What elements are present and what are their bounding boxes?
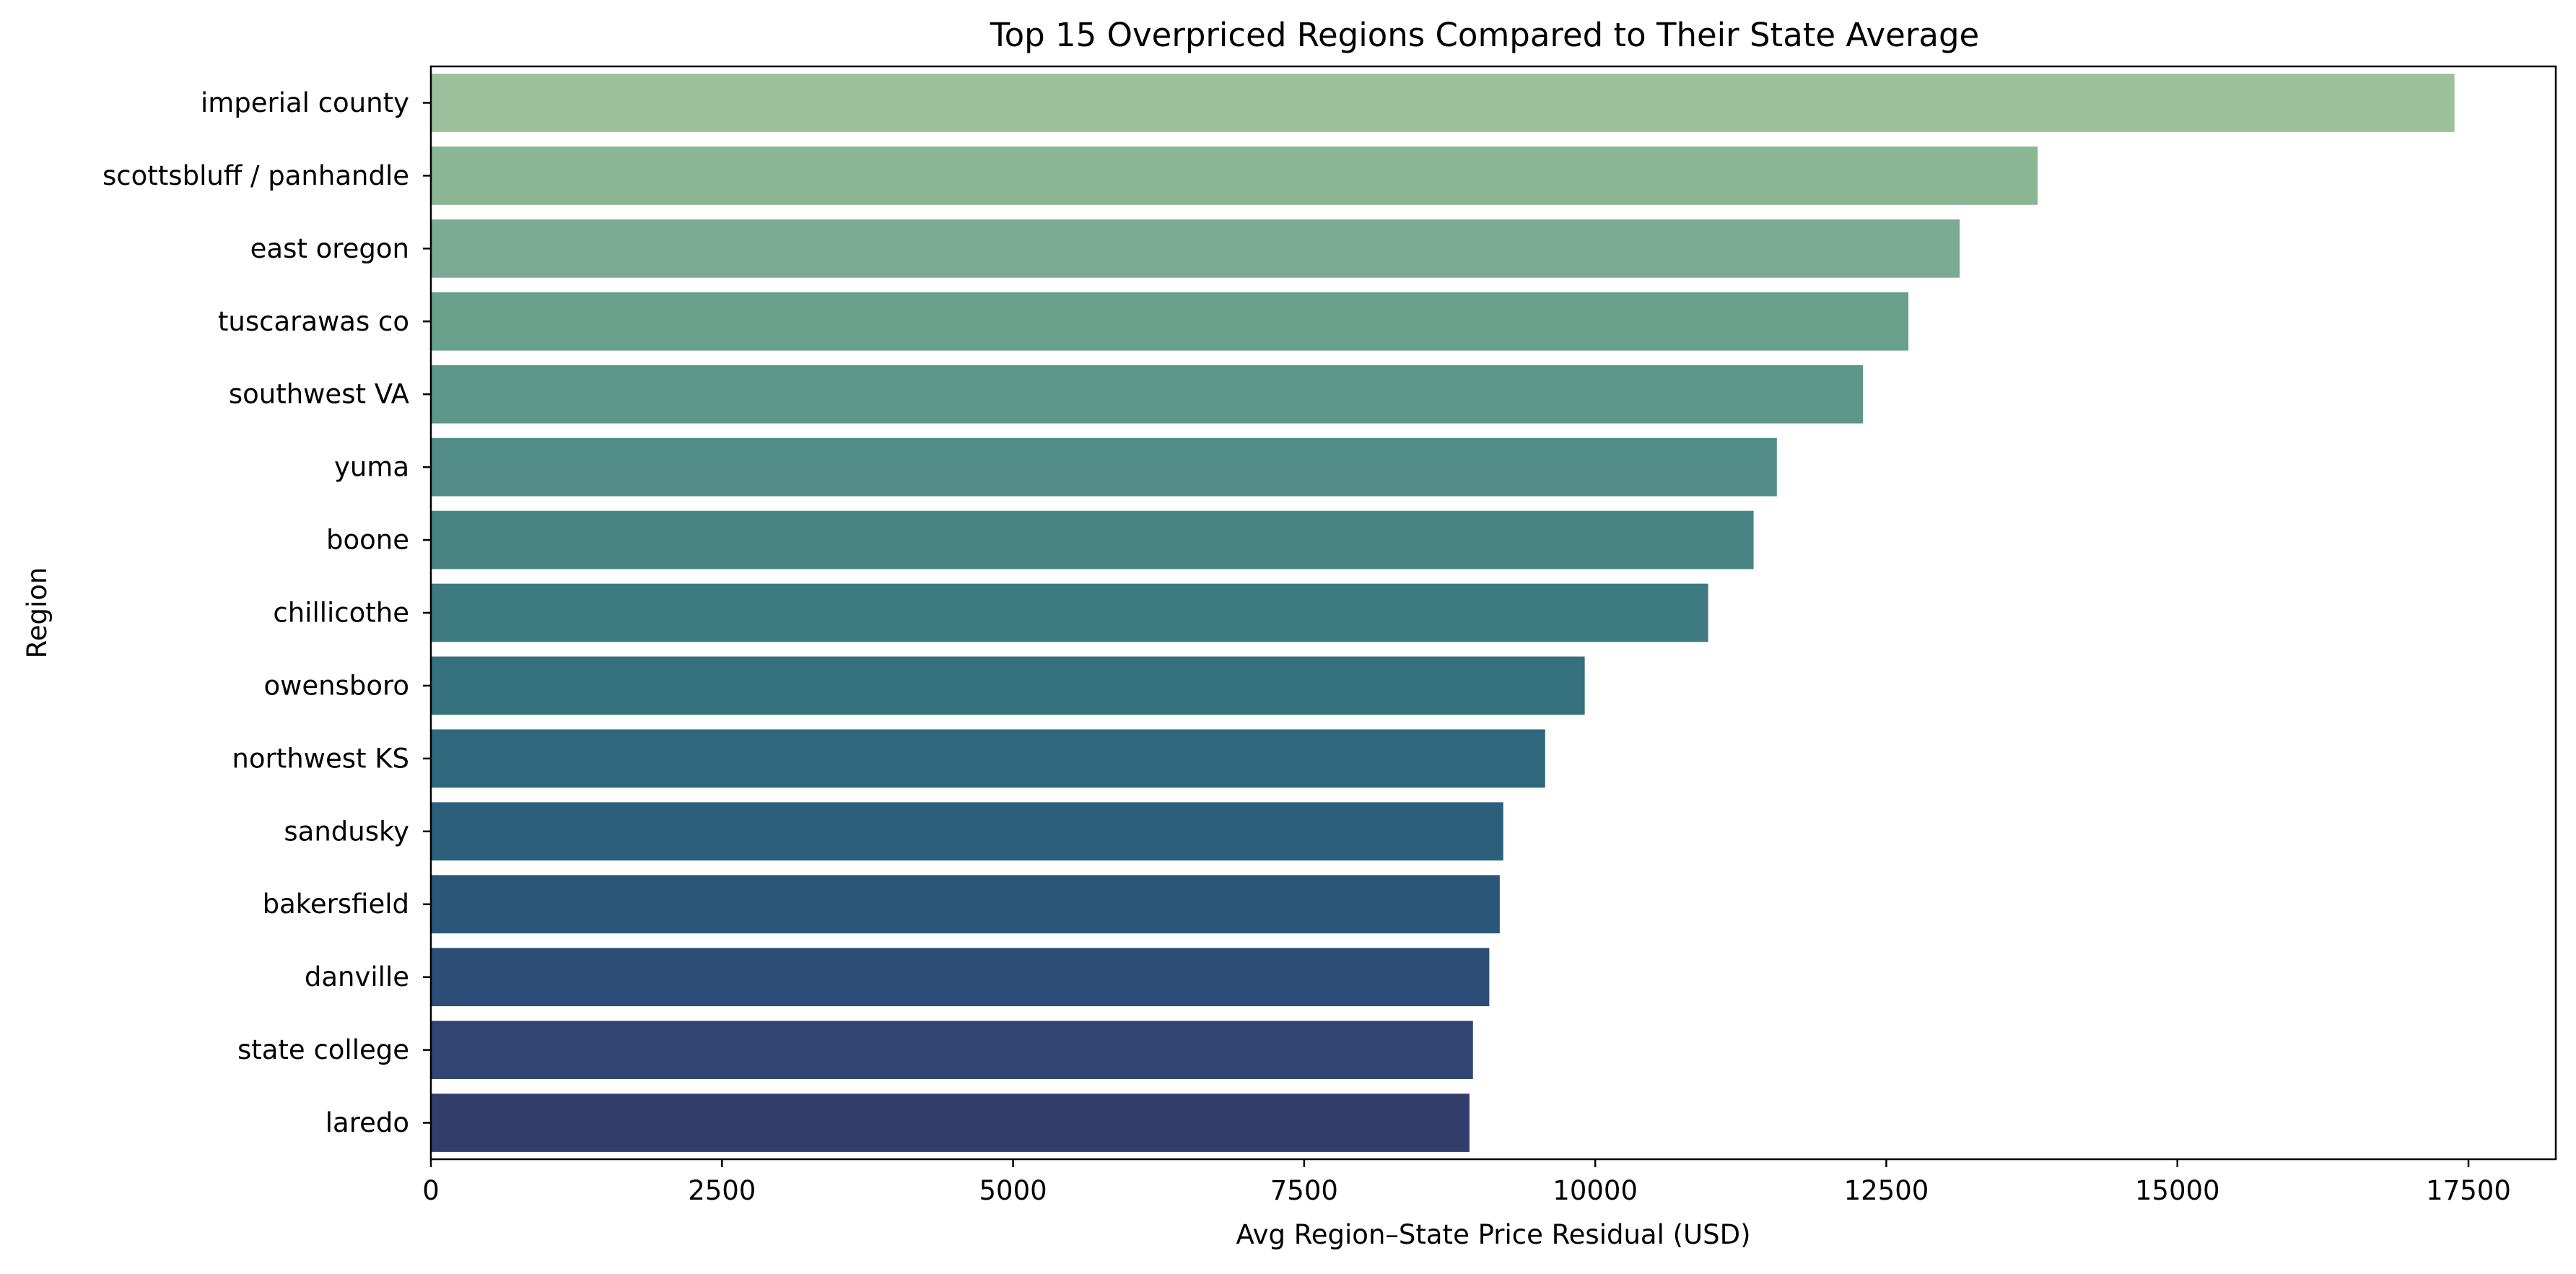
chart-title: Top 15 Overpriced Regions Compared to Th… [990,16,1979,54]
y-tick-label: scottsbluff / panhandle [102,160,409,191]
x-tick-label: 2500 [688,1175,756,1206]
x-axis-ticks: 0 2500 5000 7500 10000 12500 15000 17500 [422,1159,2511,1206]
x-tick-label: 7500 [1270,1175,1338,1206]
y-tick-label: yuma [334,452,409,483]
y-tick-label: southwest VA [229,379,409,410]
bar [431,510,1754,570]
bar [431,219,1960,278]
bar [431,802,1503,861]
y-tick-label: sandusky [284,816,409,847]
bar [431,292,1909,351]
bar [431,74,2455,132]
bar [431,1021,1473,1079]
bar [431,948,1490,1007]
x-tick-label: 0 [422,1175,440,1206]
x-tick-label: 5000 [979,1175,1047,1206]
bar [431,1094,1470,1152]
x-tick-label: 15000 [2135,1175,2220,1206]
x-tick-label: 12500 [1844,1175,1929,1206]
y-tick-label: boone [326,525,409,556]
bar [431,583,1708,642]
x-axis-label: Avg Region–State Price Residual (USD) [1236,1219,1750,1250]
y-tick-label: tuscarawas co [218,306,409,337]
y-tick-label: east oregon [250,233,409,264]
x-tick-label: 10000 [1553,1175,1638,1206]
x-tick-label: 17500 [2426,1175,2511,1206]
y-axis-label: Region [22,567,53,659]
y-tick-label: state college [237,1034,409,1065]
y-tick-label: imperial county [201,87,409,118]
y-tick-label: bakersfield [263,889,409,920]
bar [431,656,1585,715]
plot-area-frame [429,65,2557,1161]
bar [431,729,1545,788]
y-tick-label: laredo [326,1107,409,1138]
y-tick-label: northwest KS [232,743,409,774]
bar [431,147,2038,205]
y-tick-label: danville [305,961,409,992]
bar [431,875,1500,934]
bar [431,437,1777,497]
bars-group [431,74,2455,1152]
bar [431,365,1864,424]
y-tick-label: owensboro [263,670,409,701]
y-axis-ticks: imperial county scottsbluff / panhandle ea… [102,87,431,1138]
y-tick-label: chillicothe [273,598,409,629]
